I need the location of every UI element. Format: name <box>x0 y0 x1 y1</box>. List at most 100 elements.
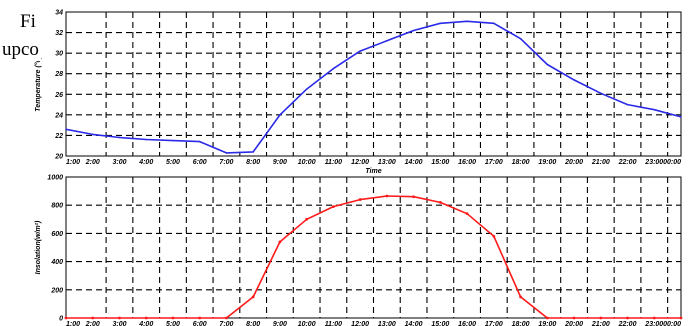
insolation-data-point <box>118 316 121 320</box>
insolation-x-tick-label: 22:00 <box>618 321 637 326</box>
insolation-data-point <box>171 316 175 320</box>
insolation-data-point <box>492 234 496 238</box>
temperature-x-tick-label: 20:00 <box>564 159 583 166</box>
temperature-x-tick-label: 13:00 <box>378 159 396 166</box>
temperature-y-tick-label: 22 <box>54 133 63 140</box>
temperature-data-point <box>599 92 602 95</box>
insolation-x-tick-label: 17:00 <box>485 321 503 326</box>
insolation-data-point <box>545 316 549 320</box>
insolation-x-tick-label: 11:00 <box>325 321 342 326</box>
insolation-y-tick-label: 200 <box>50 287 63 294</box>
insolation-data-point <box>198 316 202 320</box>
insolation-data-point <box>144 316 148 320</box>
temperature-y-axis-label: Temperature (°c) <box>34 56 42 112</box>
insolation-data-point <box>412 195 416 199</box>
temperature-data-point <box>519 37 522 40</box>
temperature-data-point <box>118 136 121 139</box>
temperature-data-point <box>305 88 308 90</box>
temperature-data-point <box>466 20 468 23</box>
insolation-chart: 0 200 400 600 800 1000 1:00 2:00 3:00 4:00 5:00 6:0… <box>35 175 683 326</box>
insolation-data-point <box>599 316 603 320</box>
insolation-x-tick-label: 12:00 <box>351 321 369 326</box>
insolation-x-tick-label: 7:00 <box>219 321 233 326</box>
insolation-data-point <box>438 200 442 204</box>
temperature-x-tick-label: 8:00 <box>246 159 260 166</box>
insolation-data-point <box>251 295 255 299</box>
insolation-x-tick-label: 19:00 <box>538 321 556 326</box>
temperature-x-tick-label: 21:00 <box>591 159 610 166</box>
insolation-x-tick-label: 4:00 <box>138 321 153 326</box>
insolation-plot-frame <box>65 176 682 319</box>
temperature-x-tick-label: 10:00 <box>298 159 316 166</box>
insolation-y-tick-label: 1000 <box>47 175 63 182</box>
temperature-x-tick-label: 17:00 <box>485 159 503 166</box>
temperature-y-tick-label: 28 <box>54 71 63 78</box>
insolation-x-tick-label: 9:00 <box>273 321 287 326</box>
temperature-chart: 20 22 24 26 28 30 32 34 1:00 2:00 3:00 4:00 5:00 6:00… <box>34 10 682 175</box>
insolation-data-point <box>331 205 335 209</box>
temperature-x-tick-label: 15:00 <box>431 159 449 166</box>
insolation-data-point <box>305 217 309 221</box>
insolation-x-tick-label: 15:00 <box>431 321 449 326</box>
temperature-y-tick-label: 20 <box>54 154 63 161</box>
insolation-x-tick-label: 1:00 <box>66 321 80 326</box>
temperature-x-tick-label: 16:00 <box>458 159 476 166</box>
temperature-data-point <box>91 133 94 136</box>
temperature-x-tick-label: 4:00 <box>138 159 153 166</box>
temperature-data-point <box>198 140 201 143</box>
temperature-x-tick-label: 1:00 <box>66 159 80 166</box>
temperature-plot-frame <box>65 11 682 157</box>
insolation-x-tick-label: 10:00 <box>298 321 316 326</box>
insolation-data-point <box>64 316 68 320</box>
insolation-y-tick-label: 400 <box>50 259 63 266</box>
insolation-data-point <box>278 240 282 244</box>
temperature-data-point <box>65 128 67 131</box>
temperature-x-tick-label: 2:00 <box>85 159 100 166</box>
insolation-data-point <box>358 198 362 201</box>
overlay-text-fragment-2: upco <box>0 39 41 61</box>
insolation-data-point <box>465 212 469 216</box>
temperature-y-tick-label: 34 <box>55 10 63 17</box>
insolation-series-line <box>66 195 681 319</box>
insolation-x-tick-label: 18:00 <box>512 321 530 326</box>
temperature-data-point <box>626 103 629 106</box>
temperature-data-point <box>680 116 682 118</box>
temperature-data-point <box>359 50 361 52</box>
temperature-data-point <box>172 139 174 142</box>
insolation-x-tick-label: 23:00 <box>644 321 663 326</box>
temperature-x-tick-label: 7:00 <box>219 159 233 166</box>
insolation-x-tick-label: 6:00 <box>193 321 207 326</box>
insolation-data-point <box>91 316 95 320</box>
temperature-x-tick-label: 23:00 <box>644 159 663 166</box>
insolation-y-axis-label: Insolation(w/m²) <box>35 220 42 274</box>
insolation-data-point <box>225 316 228 320</box>
temperature-y-tick-label: 32 <box>55 30 63 37</box>
insolation-x-tick-label: 20:00 <box>564 321 583 326</box>
temperature-data-point <box>653 108 656 111</box>
temperature-data-point <box>252 151 254 153</box>
temperature-data-point <box>279 114 281 116</box>
insolation-data-point <box>572 316 576 320</box>
insolation-data-point <box>385 194 389 198</box>
insolation-data-point <box>519 295 522 299</box>
temperature-data-point <box>332 67 335 70</box>
insolation-data-point <box>652 316 656 320</box>
insolation-data-point <box>679 316 683 320</box>
temperature-x-tick-label: 9:00 <box>273 159 287 166</box>
temperature-data-point <box>493 22 495 25</box>
insolation-x-tick-label: 14:00 <box>405 321 423 326</box>
temperature-data-point <box>412 29 415 32</box>
temperature-data-point <box>573 79 575 81</box>
temperature-data-point <box>439 22 442 25</box>
temperature-data-point <box>225 152 228 154</box>
temperature-y-tick-label: 26 <box>54 92 63 99</box>
temperature-x-tick-label: 14:00 <box>405 159 423 166</box>
temperature-x-axis-label: Time <box>365 168 381 175</box>
insolation-y-tick-label: 0 <box>59 316 63 323</box>
insolation-x-tick-label: 8:00 <box>246 321 260 326</box>
temperature-x-tick-label: 22:00 <box>618 159 637 166</box>
overlay-text-fragment-1: Fi <box>18 11 38 33</box>
insolation-y-tick-label: 600 <box>51 231 63 238</box>
insolation-x-tick-label: 16:00 <box>458 321 476 326</box>
